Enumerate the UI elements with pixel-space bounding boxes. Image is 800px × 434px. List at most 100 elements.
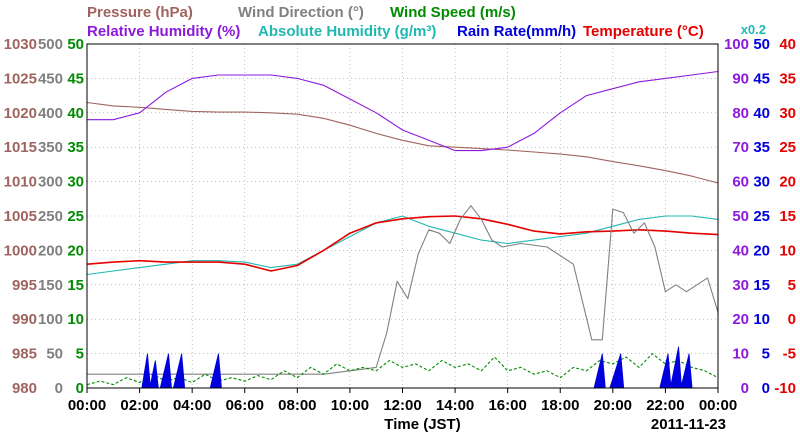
x-tick-label: 12:00 bbox=[383, 397, 421, 414]
right-axes: 1009080706050403020100504540353025201510… bbox=[724, 36, 796, 397]
tick-label-wind-direction: 450 bbox=[38, 70, 63, 87]
date-label: 2011-11-23 bbox=[651, 416, 726, 433]
tick-label-relative-humidity: 70 bbox=[732, 139, 749, 156]
tick-label-wind-speed: 10 bbox=[67, 311, 84, 328]
tick-label-relative-humidity: 60 bbox=[732, 174, 749, 191]
x-tick-label: 18:00 bbox=[541, 397, 579, 414]
tick-label-wind-speed: 50 bbox=[67, 36, 84, 53]
tick-label-pressure: 1025 bbox=[4, 70, 37, 87]
tick-label-wind-speed: 0 bbox=[76, 380, 84, 397]
tick-label-rain-rate: 25 bbox=[753, 208, 770, 225]
tick-label-rain-rate: 45 bbox=[753, 70, 770, 87]
x-tick-label: 10:00 bbox=[331, 397, 369, 414]
tick-label-wind-speed: 30 bbox=[67, 174, 84, 191]
tick-label-rain-rate: 35 bbox=[753, 139, 770, 156]
tick-label-pressure: 995 bbox=[12, 277, 37, 294]
tick-label-wind-speed: 20 bbox=[67, 242, 84, 259]
tick-label-pressure: 1015 bbox=[4, 139, 37, 156]
x-tick-label: 22:00 bbox=[646, 397, 684, 414]
tick-label-relative-humidity: 30 bbox=[732, 277, 749, 294]
chart-legend: Pressure (hPa) Wind Direction (°) Wind Spe… bbox=[87, 4, 766, 40]
tick-label-temperature: -10 bbox=[774, 380, 796, 397]
tick-label-temperature: 25 bbox=[779, 139, 796, 156]
x-tick-label: 02:00 bbox=[120, 397, 158, 414]
tick-label-pressure: 1020 bbox=[4, 105, 37, 122]
legend-item: Temperature (°C) bbox=[583, 23, 704, 40]
tick-label-temperature: 40 bbox=[779, 36, 796, 53]
x-tick-label: 06:00 bbox=[226, 397, 264, 414]
tick-label-wind-direction: 50 bbox=[46, 346, 63, 363]
legend-item: Absolute Humidity (g/m³) bbox=[258, 23, 436, 40]
tick-label-wind-direction: 400 bbox=[38, 105, 63, 122]
series-wind-speed-m-s bbox=[86, 353, 719, 386]
x-tick-label: 08:00 bbox=[278, 397, 316, 414]
tick-label-temperature: 15 bbox=[779, 208, 796, 225]
tick-label-pressure: 1005 bbox=[4, 208, 37, 225]
tick-label-rain-rate: 40 bbox=[753, 105, 770, 122]
tick-label-wind-direction: 150 bbox=[38, 277, 63, 294]
legend-item: Wind Speed (m/s) bbox=[390, 4, 516, 21]
x-axis-title: Time (JST) bbox=[384, 416, 460, 433]
series-absolute-humidity-g-m bbox=[86, 215, 719, 276]
tick-label-relative-humidity: 80 bbox=[732, 105, 749, 122]
series-rain-rate-mm-h bbox=[141, 346, 693, 389]
tick-label-relative-humidity: 10 bbox=[732, 346, 749, 363]
tick-label-relative-humidity: 100 bbox=[724, 36, 749, 53]
tick-label-pressure: 980 bbox=[12, 380, 37, 397]
tick-label-wind-direction: 200 bbox=[38, 242, 63, 259]
tick-label-wind-speed: 35 bbox=[67, 139, 84, 156]
tick-label-wind-direction: 100 bbox=[38, 311, 63, 328]
tick-label-rain-rate: 5 bbox=[762, 346, 770, 363]
tick-label-rain-rate: 15 bbox=[753, 277, 770, 294]
tick-label-wind-direction: 0 bbox=[55, 380, 63, 397]
tick-label-rain-rate: 10 bbox=[753, 311, 770, 328]
x-axis: 00:00 02:00 04:00 06:00 08:00 10:00 12:00 14:00… bbox=[68, 388, 737, 414]
tick-label-temperature: 35 bbox=[779, 70, 796, 87]
x-tick-label: 20:00 bbox=[594, 397, 632, 414]
tick-label-pressure: 1030 bbox=[4, 36, 37, 53]
x-tick-label: 16:00 bbox=[488, 397, 526, 414]
tick-label-temperature: 30 bbox=[779, 105, 796, 122]
legend-item: Wind Direction (°) bbox=[238, 4, 364, 21]
tick-label-temperature: 5 bbox=[788, 277, 796, 294]
plot-series bbox=[86, 70, 719, 389]
tick-label-temperature: -5 bbox=[783, 346, 796, 363]
tick-label-wind-direction: 500 bbox=[38, 36, 63, 53]
tick-label-relative-humidity: 40 bbox=[732, 242, 749, 259]
x-tick-label: 00:00 bbox=[699, 397, 737, 414]
tick-label-wind-speed: 40 bbox=[67, 105, 84, 122]
x-tick-label: 14:00 bbox=[436, 397, 474, 414]
tick-label-temperature: 20 bbox=[779, 174, 796, 191]
tick-label-pressure: 1000 bbox=[4, 242, 37, 259]
series-wind-direction bbox=[87, 205, 719, 375]
tick-label-wind-direction: 300 bbox=[38, 174, 63, 191]
tick-label-relative-humidity: 50 bbox=[732, 208, 749, 225]
legend-item: x0.2 bbox=[741, 22, 766, 37]
legend-item: Pressure (hPa) bbox=[87, 4, 193, 21]
tick-label-pressure: 985 bbox=[12, 346, 37, 363]
tick-label-wind-speed: 5 bbox=[76, 346, 84, 363]
legend-item: Relative Humidity (%) bbox=[87, 23, 240, 40]
series-relative-humidity bbox=[87, 70, 719, 152]
tick-label-rain-rate: 30 bbox=[753, 174, 770, 191]
tick-label-relative-humidity: 20 bbox=[732, 311, 749, 328]
tick-label-rain-rate: 20 bbox=[753, 242, 770, 259]
tick-label-wind-speed: 25 bbox=[67, 208, 84, 225]
x-tick-label: 00:00 bbox=[68, 397, 106, 414]
tick-label-relative-humidity: 0 bbox=[741, 380, 749, 397]
legend-item: Rain Rate(mm/h) bbox=[457, 23, 576, 40]
series-pressure-hpa bbox=[86, 101, 719, 184]
tick-label-pressure: 1010 bbox=[4, 174, 37, 191]
tick-label-pressure: 990 bbox=[12, 311, 37, 328]
tick-label-temperature: 10 bbox=[779, 242, 796, 259]
tick-label-temperature: 0 bbox=[788, 311, 796, 328]
tick-label-wind-speed: 15 bbox=[67, 277, 84, 294]
tick-label-rain-rate: 50 bbox=[753, 36, 770, 53]
tick-label-wind-speed: 45 bbox=[67, 70, 84, 87]
tick-label-wind-direction: 250 bbox=[38, 208, 63, 225]
left-axes: 1030102510201015101010051000995990985980… bbox=[4, 36, 84, 397]
tick-label-rain-rate: 0 bbox=[762, 380, 770, 397]
tick-label-relative-humidity: 90 bbox=[732, 70, 749, 87]
x-tick-label: 04:00 bbox=[173, 397, 211, 414]
